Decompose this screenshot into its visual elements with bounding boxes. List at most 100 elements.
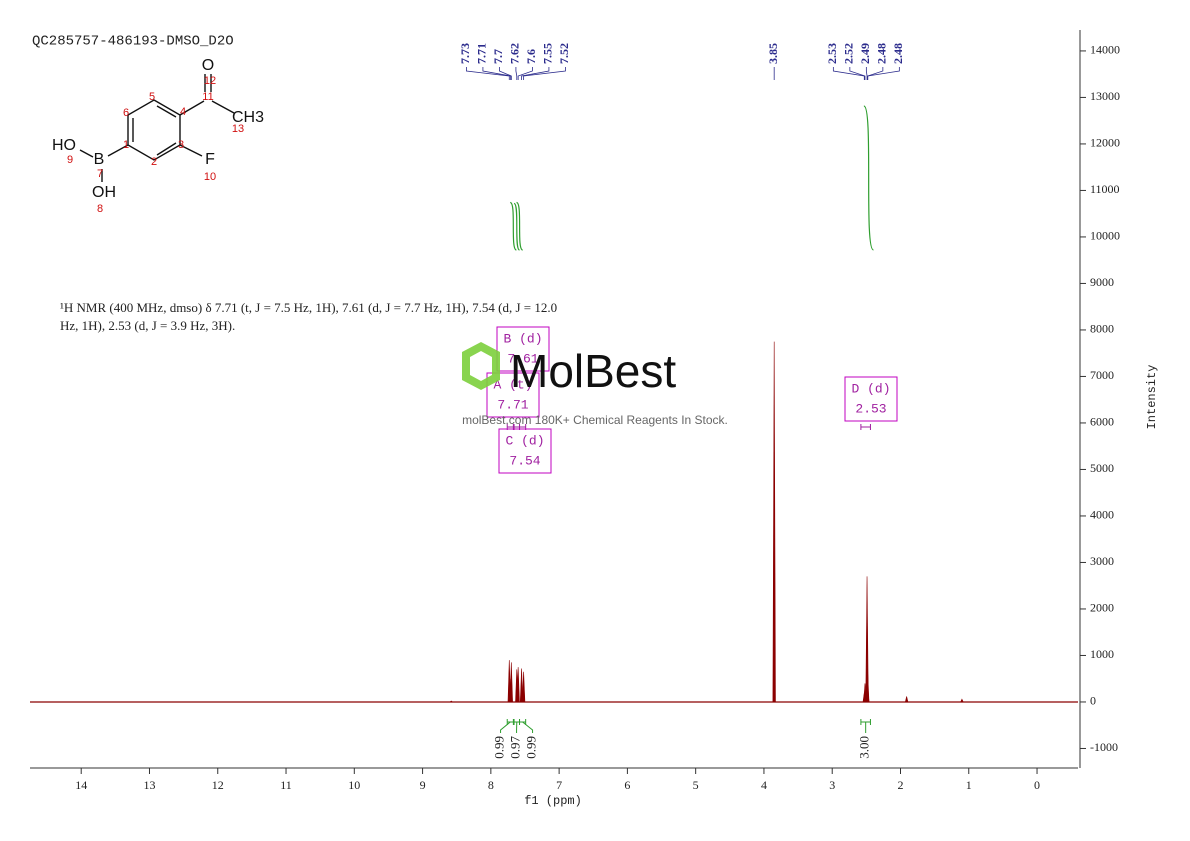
integral-label: 3.00 <box>857 736 872 759</box>
x-tick-label: 6 <box>624 778 630 792</box>
multiplet-range <box>860 424 871 430</box>
atom-number: 5 <box>149 91 155 103</box>
multiplet-box <box>498 428 552 474</box>
atom-number: 10 <box>204 171 216 183</box>
integral-connector <box>522 721 534 733</box>
y-tick-label: 11000 <box>1090 182 1120 196</box>
integral-curve <box>515 201 524 251</box>
peak-connector <box>482 67 512 80</box>
atom-label: O <box>202 57 214 74</box>
peak-label: 2.49 <box>858 43 872 64</box>
atom-number: 11 <box>202 91 213 103</box>
peak-connector <box>515 67 518 80</box>
peak-connector <box>521 67 550 80</box>
atom-number: 9 <box>67 154 73 166</box>
peak <box>449 700 454 703</box>
peak-connector <box>867 67 884 80</box>
x-tick-label: 12 <box>212 778 224 792</box>
peak-label: 2.48 <box>875 43 889 64</box>
peak-connector <box>523 67 566 80</box>
multiplet-box <box>496 326 550 372</box>
y-tick-label: 10000 <box>1090 229 1120 243</box>
integral-label: 0.99 <box>524 736 539 759</box>
peak-connector <box>517 67 533 80</box>
atom-label: B <box>94 151 105 168</box>
atom-number: 3 <box>178 139 184 151</box>
peak-connector <box>466 67 510 80</box>
x-tick-label: 11 <box>280 778 292 792</box>
y-tick-label: 6000 <box>1090 415 1114 429</box>
peak-label: 7.73 <box>458 43 472 64</box>
peak <box>509 662 513 703</box>
integral-curve <box>863 105 875 251</box>
atom-number: 7 <box>97 168 103 180</box>
peak-connector <box>499 67 512 80</box>
x-tick-label: 14 <box>75 778 87 792</box>
y-tick-label: 4000 <box>1090 508 1114 522</box>
atom-number: 8 <box>97 203 103 215</box>
atom-number: 2 <box>151 156 157 168</box>
x-tick-label: 5 <box>693 778 699 792</box>
peak-label: 7.52 <box>557 43 571 64</box>
atom-number: 13 <box>232 123 244 135</box>
peak-connector <box>865 67 868 80</box>
watermark-brand: MolBest <box>510 345 676 397</box>
integral-connector <box>500 721 511 733</box>
multiplet-shift: 7.61 <box>507 351 538 366</box>
peak-connector <box>849 67 866 80</box>
multiplet-box <box>486 372 540 418</box>
x-tick-label: 13 <box>143 778 155 792</box>
atom-label: CH3 <box>232 109 264 126</box>
y-tick-label: 1000 <box>1090 647 1114 661</box>
peak <box>772 341 776 703</box>
peak-label: 7.62 <box>508 43 522 64</box>
y-tick-label: 2000 <box>1090 601 1114 615</box>
integral-label: 0.99 <box>492 736 507 759</box>
x-tick-label: 7 <box>556 778 562 792</box>
atom-label: HO <box>52 137 76 154</box>
y-axis-label: Intensity <box>1145 365 1159 430</box>
nmr-description: Hz, 1H), 2.53 (d, J = 3.9 Hz, 3H). <box>60 318 235 333</box>
chart-title: QC285757-486193-DMSO_D2O <box>32 34 234 50</box>
multiplet-shift: 2.53 <box>855 401 886 416</box>
y-tick-label: 8000 <box>1090 322 1114 336</box>
atom-number: 12 <box>204 75 216 87</box>
x-tick-label: 4 <box>761 778 767 792</box>
y-tick-label: 9000 <box>1090 275 1114 289</box>
x-tick-label: 1 <box>966 778 972 792</box>
peak-label: 7.6 <box>524 49 538 64</box>
multiplet-label: B (d) <box>503 331 542 346</box>
peak-label: 7.7 <box>491 49 505 64</box>
peak <box>522 671 526 703</box>
multiplet-shift: 7.54 <box>509 453 540 468</box>
peak-connector <box>867 67 900 80</box>
x-tick-label: 3 <box>829 778 835 792</box>
peak-label: 2.53 <box>825 43 839 64</box>
x-tick-label: 8 <box>488 778 494 792</box>
integral-curve <box>509 201 517 251</box>
peak-label: 7.71 <box>475 43 489 64</box>
peak <box>904 696 909 703</box>
y-tick-label: 5000 <box>1090 461 1114 475</box>
peak-label: 2.52 <box>842 43 856 64</box>
y-tick-label: 14000 <box>1090 43 1120 57</box>
atom-label: OH <box>92 184 116 201</box>
structure: O 12 11 CH3 13 5 4 6 HO 9 B 1 3 F 2 7 10… <box>52 57 264 215</box>
x-axis-label: f1 (ppm) <box>524 794 582 808</box>
integral-curve <box>513 202 521 251</box>
peak <box>516 667 520 703</box>
atom-label: F <box>205 151 215 168</box>
y-tick-label: 0 <box>1090 694 1096 708</box>
y-tick-label: 3000 <box>1090 554 1114 568</box>
multiplet-label: C (d) <box>505 433 544 448</box>
peak <box>866 687 870 703</box>
y-tick-label: 12000 <box>1090 136 1120 150</box>
x-tick-label: 0 <box>1034 778 1040 792</box>
atom-number: 1 <box>123 139 129 151</box>
peak-connector <box>832 67 865 80</box>
y-tick-label: -1000 <box>1090 740 1118 754</box>
peak-label: 7.55 <box>541 43 555 64</box>
integral-label: 0.97 <box>508 736 523 759</box>
multiplet-box <box>844 376 898 422</box>
peak-label: 3.85 <box>766 43 780 64</box>
